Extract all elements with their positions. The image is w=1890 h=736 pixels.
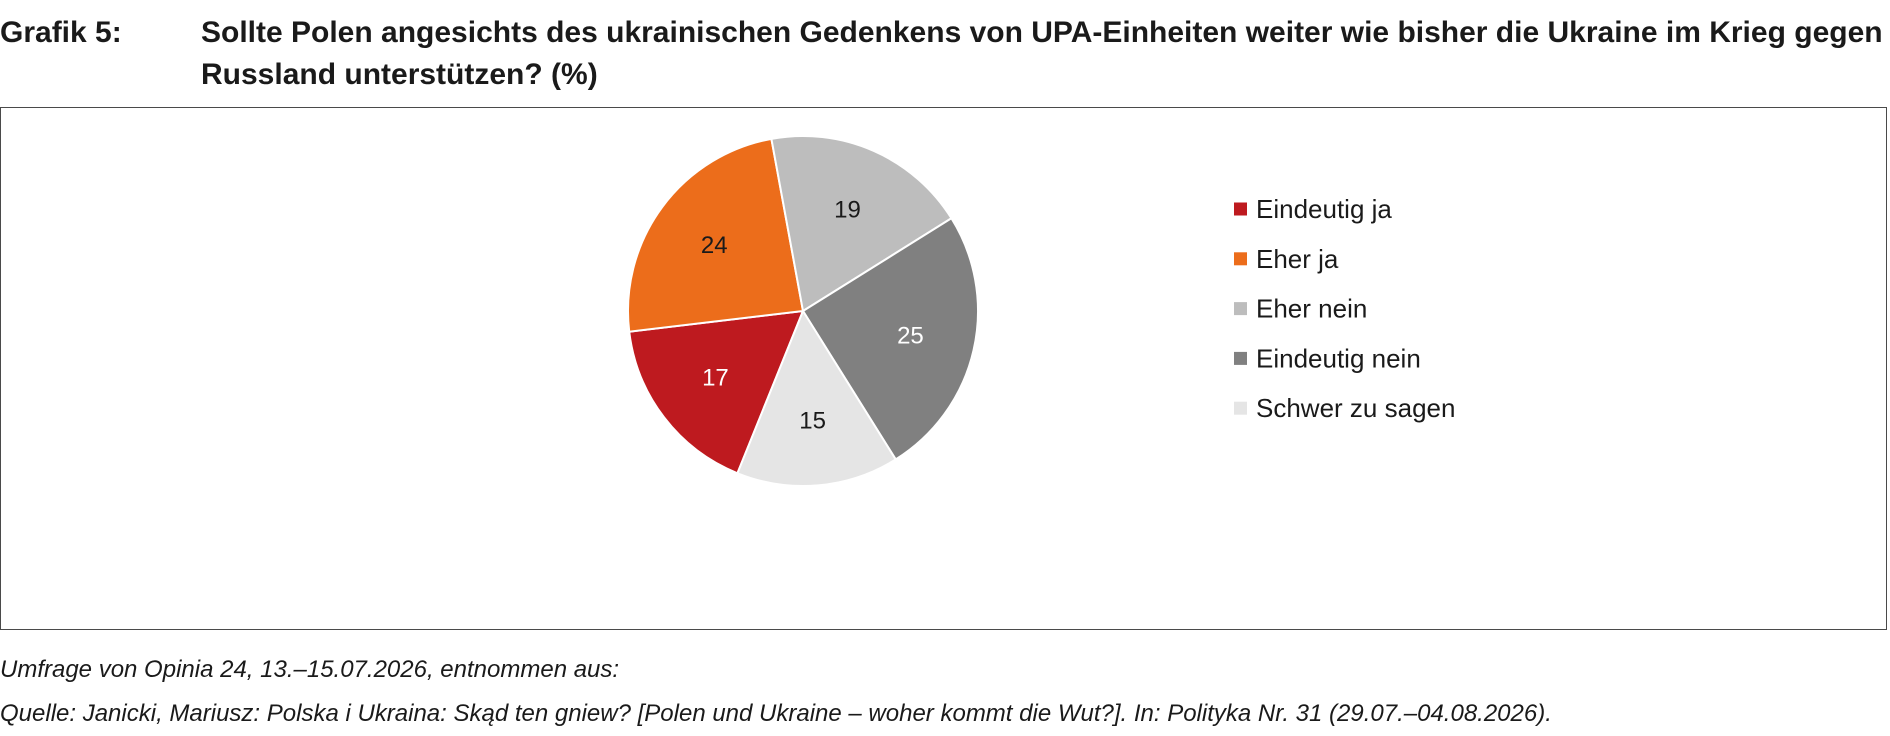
chart-footer: Umfrage von Opinia 24, 13.–15.07.2026, e…: [0, 648, 1890, 736]
chart-title: Sollte Polen angesichts des ukrainischen…: [201, 16, 1883, 91]
pie-slices: [627, 134, 980, 487]
legend-swatch: [1234, 202, 1247, 216]
legend: Eindeutig ja Eher ja Eher nein Eindeutig ne…: [1234, 194, 1455, 423]
legend-swatch: [1234, 252, 1247, 266]
legend-label: Eher ja: [1256, 244, 1339, 274]
pie-slice-eindeutig-nein: [801, 216, 980, 461]
pie-slice-eher-nein: [770, 134, 953, 313]
legend-item: Schwer zu sagen: [1234, 393, 1455, 423]
source-citation: Quelle: Janicki, Mariusz: Polska i Ukrai…: [0, 700, 1552, 727]
slice-value-label: 24: [701, 232, 728, 259]
slice-value-label: 17: [702, 364, 729, 391]
legend-swatch: [1234, 401, 1247, 415]
pie-slice-eher-ja: [627, 137, 805, 333]
legend-label: Eindeutig ja: [1256, 194, 1392, 224]
legend-swatch: [1234, 351, 1247, 365]
legend-label: Eher nein: [1256, 294, 1367, 324]
legend-item: Eindeutig ja: [1234, 194, 1392, 224]
legend-item: Eindeutig nein: [1234, 343, 1421, 373]
slice-value-label: 19: [834, 197, 861, 224]
pie-slice-schwer-zu-sagen: [736, 308, 898, 487]
legend-item: Eher ja: [1234, 244, 1339, 274]
legend-item: Eher nein: [1234, 294, 1367, 324]
figure-number: Grafik 5:: [0, 16, 122, 49]
pie-slice-eindeutig-ja: [628, 309, 805, 475]
legend-label: Schwer zu sagen: [1256, 393, 1455, 423]
survey-note: Umfrage von Opinia 24, 13.–15.07.2026, e…: [0, 656, 620, 683]
legend-swatch: [1234, 302, 1247, 316]
slice-value-label: 15: [799, 407, 826, 434]
chart-header: Grafik 5: Sollte Polen angesichts des uk…: [0, 12, 1890, 102]
chart-frame: 17 24 19 25 15 Eindeutig ja Eher ja Eher nein E…: [0, 107, 1887, 630]
slice-value-label: 25: [897, 322, 924, 349]
pie-value-labels: 17 24 19 25 15: [701, 197, 924, 435]
legend-label: Eindeutig nein: [1256, 343, 1421, 373]
